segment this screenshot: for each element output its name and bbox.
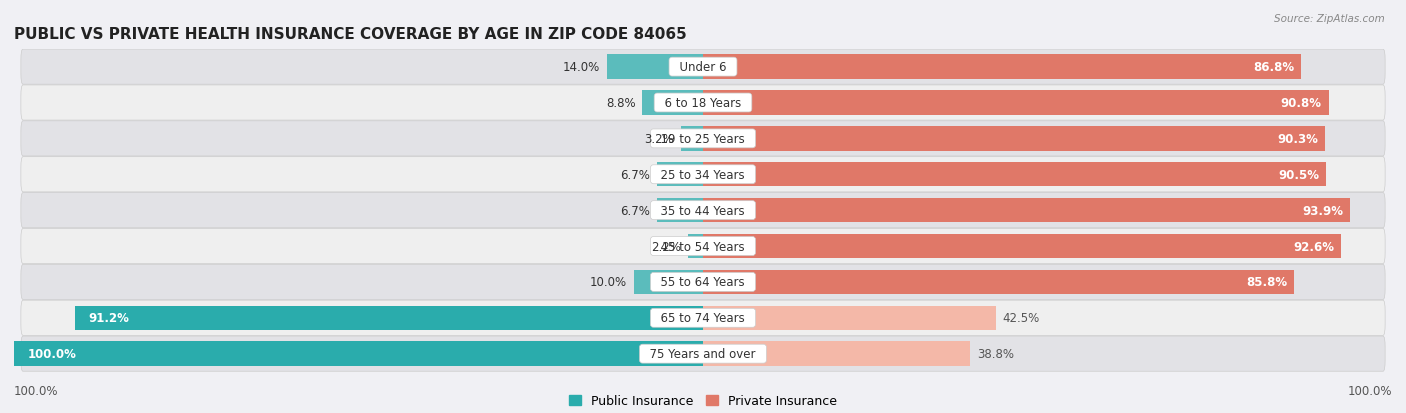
Bar: [703, 127, 1324, 151]
Text: 91.2%: 91.2%: [89, 311, 129, 325]
FancyBboxPatch shape: [21, 301, 1385, 335]
Text: PUBLIC VS PRIVATE HEALTH INSURANCE COVERAGE BY AGE IN ZIP CODE 84065: PUBLIC VS PRIVATE HEALTH INSURANCE COVER…: [14, 26, 686, 41]
Text: 14.0%: 14.0%: [562, 61, 599, 74]
Text: 75 Years and over: 75 Years and over: [643, 347, 763, 360]
FancyBboxPatch shape: [21, 50, 1385, 85]
Bar: [688, 234, 703, 259]
Bar: [14, 342, 703, 366]
FancyBboxPatch shape: [21, 157, 1385, 192]
Text: 19 to 25 Years: 19 to 25 Years: [654, 133, 752, 145]
Text: 3.2%: 3.2%: [644, 133, 673, 145]
Text: 100.0%: 100.0%: [28, 347, 77, 360]
Text: 6.7%: 6.7%: [620, 204, 650, 217]
Text: 93.9%: 93.9%: [1302, 204, 1343, 217]
FancyBboxPatch shape: [21, 121, 1385, 157]
Bar: [703, 270, 1294, 294]
Text: 35 to 44 Years: 35 to 44 Years: [654, 204, 752, 217]
Bar: [703, 163, 1326, 187]
Text: 90.8%: 90.8%: [1281, 97, 1322, 110]
FancyBboxPatch shape: [21, 336, 1385, 371]
Text: 65 to 74 Years: 65 to 74 Years: [654, 311, 752, 325]
FancyBboxPatch shape: [21, 193, 1385, 228]
Text: 45 to 54 Years: 45 to 54 Years: [654, 240, 752, 253]
FancyBboxPatch shape: [21, 229, 1385, 264]
Text: 85.8%: 85.8%: [1246, 276, 1288, 289]
Text: 100.0%: 100.0%: [1347, 384, 1392, 397]
Text: Under 6: Under 6: [672, 61, 734, 74]
Bar: [703, 306, 995, 330]
Text: 90.5%: 90.5%: [1278, 169, 1320, 181]
Text: Source: ZipAtlas.com: Source: ZipAtlas.com: [1274, 14, 1385, 24]
Bar: [703, 55, 1301, 80]
Bar: [75, 306, 703, 330]
FancyBboxPatch shape: [21, 265, 1385, 300]
Bar: [643, 91, 703, 115]
Text: 2.2%: 2.2%: [651, 240, 681, 253]
Bar: [634, 270, 703, 294]
Bar: [681, 127, 703, 151]
Bar: [657, 163, 703, 187]
Bar: [703, 199, 1350, 223]
Text: 92.6%: 92.6%: [1294, 240, 1334, 253]
FancyBboxPatch shape: [21, 86, 1385, 121]
Text: 90.3%: 90.3%: [1277, 133, 1319, 145]
Bar: [703, 91, 1329, 115]
Text: 86.8%: 86.8%: [1253, 61, 1294, 74]
Text: 8.8%: 8.8%: [606, 97, 636, 110]
Text: 25 to 34 Years: 25 to 34 Years: [654, 169, 752, 181]
Bar: [657, 199, 703, 223]
Text: 38.8%: 38.8%: [977, 347, 1014, 360]
Text: 6 to 18 Years: 6 to 18 Years: [657, 97, 749, 110]
Legend: Public Insurance, Private Insurance: Public Insurance, Private Insurance: [568, 394, 838, 407]
Bar: [703, 342, 970, 366]
Text: 55 to 64 Years: 55 to 64 Years: [654, 276, 752, 289]
Text: 100.0%: 100.0%: [14, 384, 59, 397]
Text: 6.7%: 6.7%: [620, 169, 650, 181]
Bar: [606, 55, 703, 80]
Bar: [703, 234, 1341, 259]
Text: 42.5%: 42.5%: [1002, 311, 1040, 325]
Text: 10.0%: 10.0%: [591, 276, 627, 289]
